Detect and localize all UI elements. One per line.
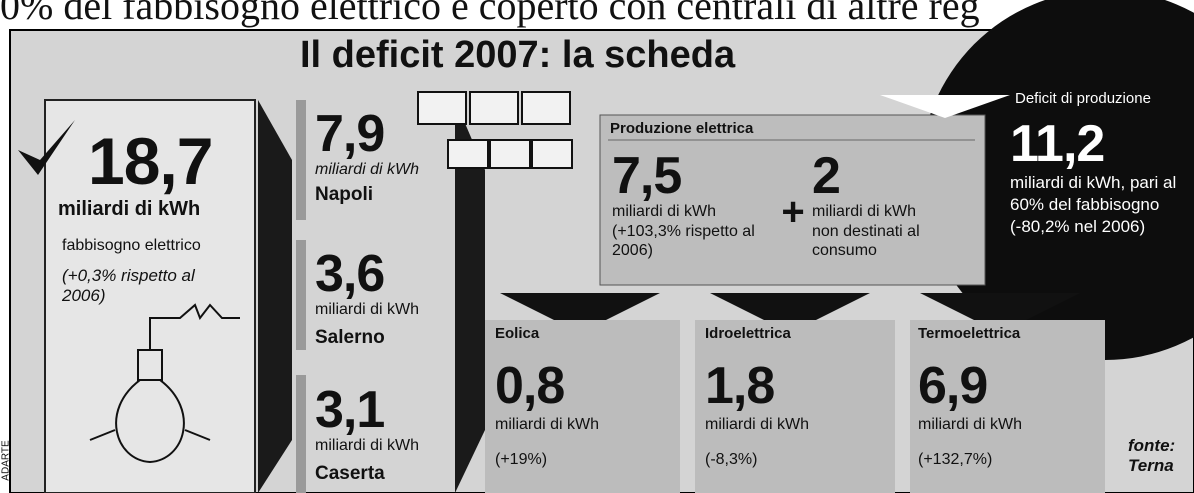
plus-sign: + [781, 190, 804, 234]
source-value: 0,8 [495, 360, 564, 412]
city-unit: miliardi di kWh [315, 300, 419, 319]
deficit-text: miliardi di kWh, pari al 60% del fabbiso… [1010, 172, 1180, 238]
production-note: (+103,3% rispetto al 2006) [612, 222, 782, 260]
stripe [296, 375, 306, 493]
source-unit: miliardi di kWh [918, 415, 1022, 434]
production-value: 7,5 [612, 150, 681, 202]
production-title: Produzione elettrica [610, 120, 753, 137]
city-value: 7,9 [315, 108, 384, 160]
stripe [296, 100, 306, 220]
source-credit: fonte: Terna [1128, 436, 1188, 476]
city-unit: miliardi di kWh [315, 160, 419, 179]
headline: 0% del fabbisogno elettrico è coperto co… [0, 0, 1194, 29]
other-value: 2 [812, 150, 840, 202]
source-unit: miliardi di kWh [705, 415, 809, 434]
city-name: Napoli [315, 184, 373, 206]
city-name: Salerno [315, 327, 385, 349]
source-value: 1,8 [705, 360, 774, 412]
source-change: (+19%) [495, 450, 547, 469]
deficit-value: 11,2 [1010, 118, 1104, 170]
production-unit: miliardi di kWh [612, 202, 716, 221]
total-change: (+0,3% rispetto al 2006) [62, 266, 242, 306]
other-note: non destinati al consumo [812, 222, 942, 260]
source-value: 6,9 [918, 360, 987, 412]
city-name: Caserta [315, 463, 385, 485]
source-change: (-8,3%) [705, 450, 757, 469]
city-value: 3,6 [315, 248, 384, 300]
source-unit: miliardi di kWh [495, 415, 599, 434]
city-value: 3,1 [315, 384, 384, 436]
total-unit: miliardi di kWh [58, 198, 200, 221]
source-change: (+132,7%) [918, 450, 992, 469]
source-name: Termoelettrica [918, 325, 1020, 342]
source-name: Eolica [495, 325, 539, 342]
deficit-title: Deficit di produzione [1015, 90, 1151, 107]
city-unit: miliardi di kWh [315, 436, 419, 455]
stripe [296, 240, 306, 350]
total-value: 18,7 [88, 128, 212, 194]
other-unit: miliardi di kWh [812, 202, 916, 221]
total-label: fabbisogno elettrico [62, 236, 201, 255]
page: + 0% del fabbisogno elettrico è coperto … [0, 0, 1194, 493]
credit: ADARTE [1, 440, 12, 480]
source-name: Idroelettrica [705, 325, 791, 342]
arrow-1 [258, 100, 292, 493]
title: Il deficit 2007: la scheda [300, 34, 735, 77]
